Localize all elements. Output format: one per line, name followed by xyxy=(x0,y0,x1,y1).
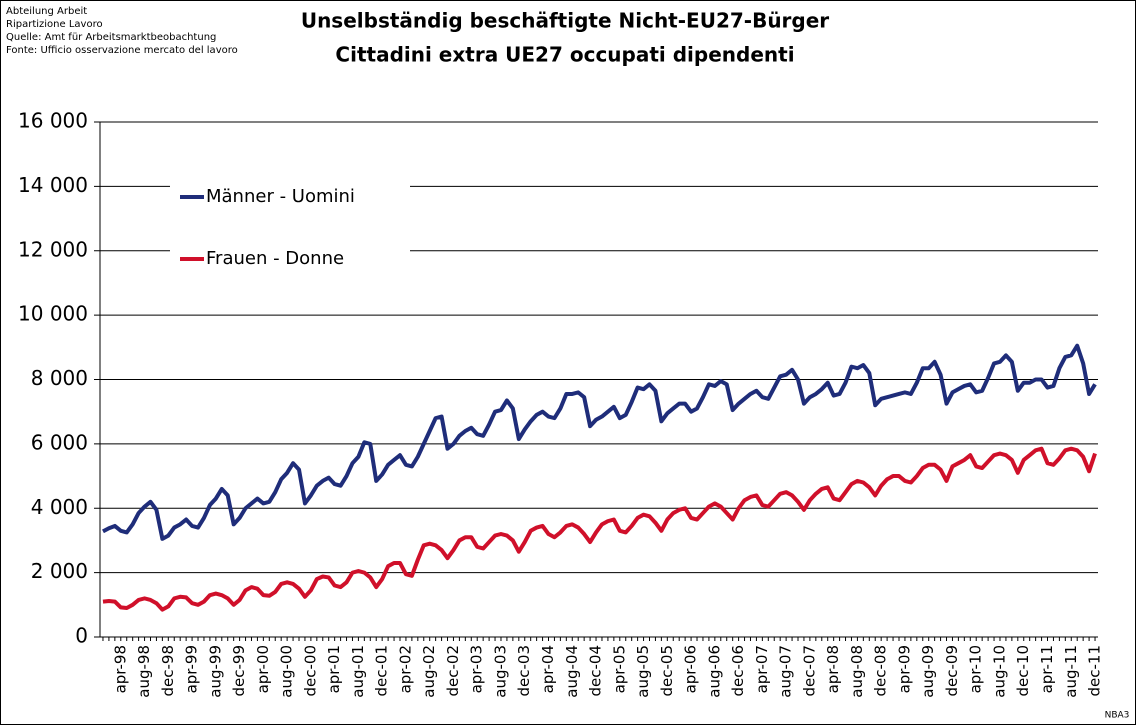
y-tick-label: 16 000 xyxy=(18,109,88,133)
chart-subtitle: Cittadini extra UE27 occupati dipendenti xyxy=(335,43,794,67)
x-tick-label: dec-99 xyxy=(230,645,248,697)
x-tick-label: aug-99 xyxy=(206,645,224,698)
x-tick-label: dec-01 xyxy=(373,645,391,697)
x-tick-label: apr-04 xyxy=(539,645,557,693)
x-tick-label: apr-99 xyxy=(183,645,201,693)
y-tick-label: 2 000 xyxy=(31,559,88,583)
x-tick-label: aug-98 xyxy=(135,645,153,698)
series-line xyxy=(102,343,1097,541)
x-tick-label: aug-04 xyxy=(563,645,581,698)
x-tick-label: dec-02 xyxy=(444,645,462,697)
x-tick-label: apr-09 xyxy=(895,645,913,693)
x-tick-label: apr-07 xyxy=(753,645,771,693)
x-tick-label: aug-03 xyxy=(491,645,509,698)
source-line: Ripartizione Lavoro xyxy=(6,19,103,30)
chart-title: Unselbständig beschäftigte Nicht-EU27-Bü… xyxy=(301,9,829,33)
y-tick-label: 8 000 xyxy=(31,366,88,390)
y-tick-label: 0 xyxy=(75,624,88,648)
x-tick-label: dec-07 xyxy=(800,645,818,697)
y-tick-label: 4 000 xyxy=(31,495,88,519)
x-tick-label: dec-06 xyxy=(729,645,747,697)
x-tick-label: aug-08 xyxy=(848,645,866,698)
x-tick-label: apr-98 xyxy=(111,645,129,693)
y-tick-label: 10 000 xyxy=(18,302,88,326)
x-tick-label: apr-01 xyxy=(325,645,343,693)
x-tick-label: dec-04 xyxy=(587,645,605,697)
x-tick-label: dec-11 xyxy=(1086,645,1104,697)
y-tick-label: 14 000 xyxy=(18,173,88,197)
x-tick-label: dec-10 xyxy=(1014,645,1032,697)
source-line: Abteilung Arbeit xyxy=(6,6,87,17)
note: NBA3 xyxy=(1105,711,1130,721)
y-tick-label: 6 000 xyxy=(31,430,88,454)
y-tick-label: 12 000 xyxy=(18,237,88,261)
x-tick-label: aug-11 xyxy=(1062,645,1080,698)
x-tick-label: aug-01 xyxy=(349,645,367,698)
source-line: Quelle: Amt für Arbeitsmarktbeobachtung xyxy=(6,32,216,43)
x-tick-label: aug-09 xyxy=(919,645,937,698)
x-tick-label: aug-07 xyxy=(777,645,795,698)
x-tick-label: aug-02 xyxy=(420,645,438,698)
x-tick-label: aug-00 xyxy=(278,645,296,698)
x-tick-label: apr-06 xyxy=(682,645,700,693)
x-tick-label: apr-10 xyxy=(967,645,985,693)
x-tick-label: apr-03 xyxy=(468,645,486,693)
x-tick-label: apr-02 xyxy=(396,645,414,693)
x-tick-label: dec-05 xyxy=(658,645,676,697)
x-tick-label: dec-00 xyxy=(301,645,319,697)
x-tick-label: dec-98 xyxy=(159,645,177,697)
legend-label: Frauen - Donne xyxy=(206,248,344,269)
x-tick-label: dec-03 xyxy=(515,645,533,697)
x-tick-label: apr-00 xyxy=(254,645,272,693)
series-line xyxy=(102,446,1097,612)
legend-label: Männer - Uomini xyxy=(206,186,355,207)
x-tick-label: aug-05 xyxy=(634,645,652,698)
legend-bg xyxy=(170,179,410,215)
x-tick-label: aug-06 xyxy=(705,645,723,698)
x-tick-label: apr-11 xyxy=(1038,645,1056,693)
x-tick-label: apr-05 xyxy=(610,645,628,693)
legend-bg xyxy=(170,241,410,277)
x-tick-label: dec-09 xyxy=(943,645,961,697)
x-tick-label: aug-10 xyxy=(990,645,1008,698)
x-tick-label: dec-08 xyxy=(872,645,890,697)
x-tick-label: apr-08 xyxy=(824,645,842,693)
source-line: Fonte: Ufficio osservazione mercato del … xyxy=(6,45,238,56)
